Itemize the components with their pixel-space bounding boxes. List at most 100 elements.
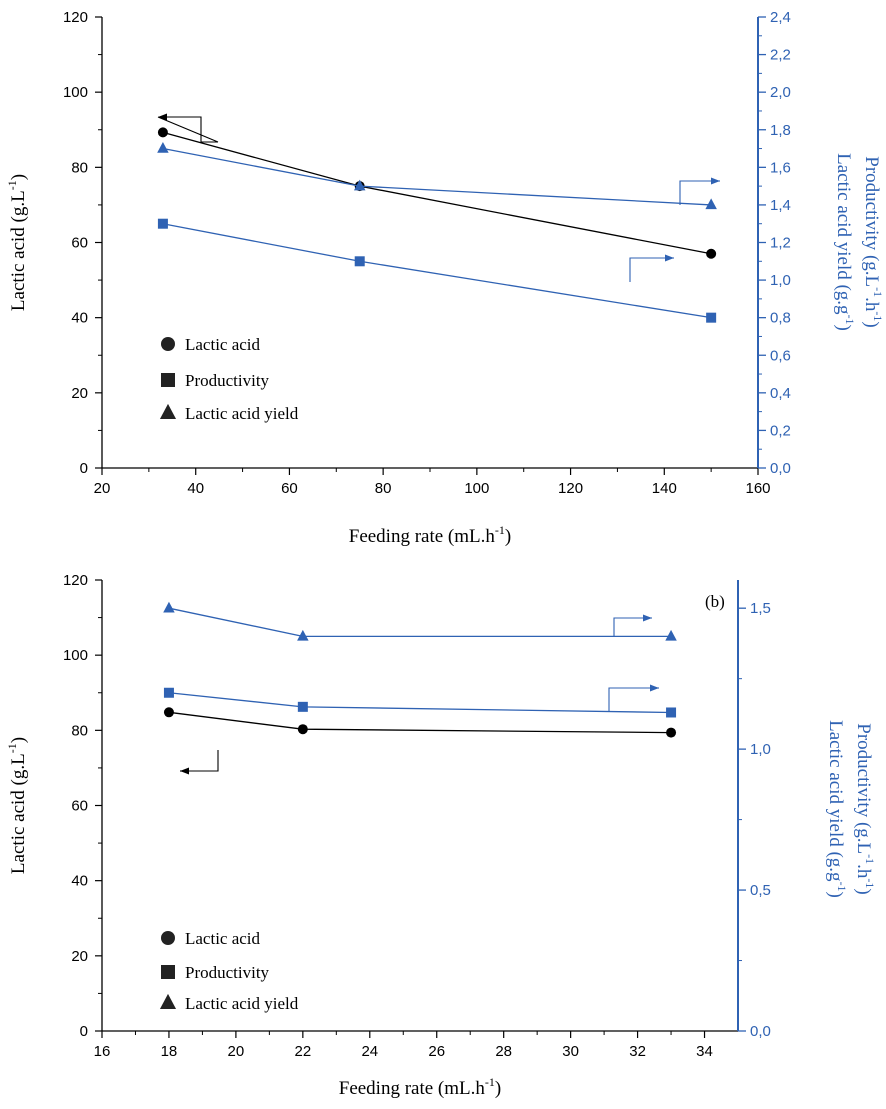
y-tick-label: 80 [71,159,88,176]
data-point-lactic-acid-yield [157,142,169,153]
x-axis-label-sup: -1 [485,1075,495,1089]
y2-label-1-sup: -1 [871,311,885,321]
data-point-lactic-acid [706,248,717,259]
y2-tick-label: 0,2 [770,422,791,439]
x-axis-label: Feeding rate (mL.h-1) [349,523,511,547]
y-axis-label: Lactic acid (g.L-1) [5,737,29,874]
axis-indicator-arrowhead [711,177,720,185]
data-point-lactic-acid-yield [297,629,309,641]
legend-marker-square [161,965,175,979]
y2-tick-label: 0,0 [770,460,791,477]
y2-label-2-sup: -1 [843,315,857,325]
y2-tick-label: 2,2 [770,47,791,64]
x-tick-label: 140 [652,480,677,497]
panel-label: (b) [705,592,725,611]
series-line-productivity [168,692,672,714]
x-axis-label: Feeding rate (mL.h-1) [339,1075,501,1099]
y2-tick-label: 1,8 [770,122,791,139]
y2-tick-label: 1,6 [770,159,791,176]
legend-marker-square [161,373,175,387]
data-point-lactic-acid-yield [163,601,175,613]
x-axis-label-tail: ) [495,1078,501,1099]
x-tick-label: 18 [161,1043,178,1060]
legend-label: Productivity [185,371,270,390]
x-tick-label: 160 [745,480,770,497]
axis-indicator-arrowhead [180,767,189,775]
y-axis-label: Lactic acid (g.L-1) [5,174,29,311]
series-line-lactic-acid [162,131,712,255]
y-tick-label: 120 [63,9,88,26]
x-tick-label: 26 [428,1043,445,1060]
x-tick-label: 34 [696,1043,713,1060]
y2-label-2-text: Lactic acid yield (g.g [833,153,854,315]
x-tick-label: 80 [375,480,392,497]
data-point-productivity [706,312,717,323]
x-tick-label: 20 [94,480,111,497]
y-axis-label-tail: ) [8,174,29,180]
data-point-lactic-acid-yield [665,629,677,641]
y2-tick-label: 0,0 [750,1023,771,1040]
y2-axis-label-1: Productivity (g.L-1.h-1) [861,156,885,327]
x-tick-label: 60 [281,480,298,497]
x-tick-label: 22 [294,1043,311,1060]
x-tick-label: 24 [361,1043,378,1060]
series-line-lactic-acid-yield [168,607,672,638]
legend-marker-circle [161,337,175,351]
axis-indicator-arrow [608,687,655,712]
series-line-lactic-acid-yield [162,147,712,206]
y-axis-label-tail: ) [8,737,29,743]
y2-tick-label: 1,4 [770,197,791,214]
axis-indicator-arrow [613,617,648,637]
y-axis-label-sup: -1 [5,743,19,753]
axis-indicator-arrow [679,180,716,205]
data-point-lactic-acid [666,727,677,738]
y-tick-label: 40 [71,310,88,327]
y2-tick-label: 0,6 [770,347,791,364]
data-point-productivity [297,701,308,712]
legend-label: Lactic acid yield [185,404,299,423]
chart-panel-a: 20 40 60 80 100 120 140 160 0 20 40 60 80 100 120 0,0 0,… [5,9,885,547]
x-axis-label-text: Feeding rate (mL.h [349,526,496,547]
y2-label-1-text: Productivity (g.L [861,156,882,287]
y2-tick-label: 2,0 [770,84,791,101]
data-point-productivity [666,707,677,718]
x-tick-label: 28 [495,1043,512,1060]
y2-axis-label-2-group: Lactic acid yield (g.g-1) [825,720,849,898]
data-point-productivity [354,256,365,267]
data-point-lactic-acid-yield [705,198,717,210]
y2-tick-label: 2,4 [770,9,791,26]
y2-label-1-tail: ) [853,888,874,894]
axis-indicator-arrow [629,257,670,282]
y2-axis-label-2-group: Lactic acid yield (g.g-1) [833,153,857,331]
y2-label-1-sup: -1 [863,854,877,864]
chart-panel-b: 16 18 20 22 24 26 28 30 32 34 0 20 40 60 80 100 120 0,0 0,… [5,572,877,1099]
y2-label-2-text: Lactic acid yield (g.g [825,720,846,882]
y2-label-1-sup: -1 [871,287,885,297]
y2-axis-label-1-group: Productivity (g.L-1.h-1) [861,156,885,327]
y2-label-2-tail: ) [825,892,846,898]
x-tick-label: 40 [187,480,204,497]
axis-indicator-arrow-shaft [157,116,219,143]
data-point-lactic-acid [297,724,308,735]
y-axis-label-group: Lactic acid (g.L-1) [5,737,29,874]
legend-label: Lactic acid [185,929,261,948]
x-axis-label-text: Feeding rate (mL.h [339,1078,486,1099]
y-axis-label-sup: -1 [5,180,19,190]
legend-label: Lactic acid yield [185,994,299,1013]
legend-label: Lactic acid [185,335,261,354]
x-tick-label: 120 [558,480,583,497]
y2-tick-label: 1,0 [750,741,771,758]
y2-label-1-text: Productivity (g.L [853,723,874,854]
legend-marker-circle [161,931,175,945]
data-point-productivity [163,687,174,698]
y2-label-2-tail: ) [833,325,854,331]
y2-label-1-sup: -1 [863,878,877,888]
x-tick-label: 20 [228,1043,245,1060]
y2-tick-label: 0,8 [770,310,791,327]
axis-indicator-arrowhead [650,684,659,692]
axis-indicator-arrowhead [643,614,652,622]
y2-tick-label: 0,5 [750,882,771,899]
y2-axis-label-1: Productivity (g.L-1.h-1) [853,723,877,894]
